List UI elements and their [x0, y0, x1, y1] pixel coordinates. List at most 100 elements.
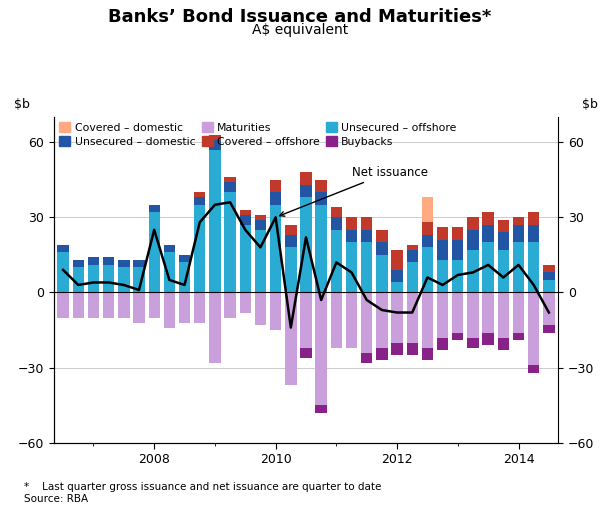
Bar [301, 197, 311, 293]
Bar [88, 265, 99, 293]
Bar [331, 293, 342, 348]
Bar [497, 232, 509, 250]
Text: *    Last quarter gross issuance and net issuance are quarter to date
Source: RB: * Last quarter gross issuance and net is… [24, 483, 382, 504]
Bar [255, 215, 266, 220]
Bar [437, 260, 448, 293]
Bar [164, 252, 175, 293]
Bar [224, 293, 236, 318]
Bar [316, 293, 327, 405]
Bar [452, 228, 463, 240]
Bar [118, 293, 130, 318]
Bar [270, 192, 281, 205]
Bar [391, 250, 403, 270]
Bar [118, 267, 130, 293]
Bar [179, 255, 190, 263]
Bar [224, 177, 236, 182]
Bar [513, 217, 524, 225]
Bar [391, 293, 403, 343]
Bar [528, 365, 539, 373]
Bar [528, 242, 539, 293]
Bar [361, 293, 373, 353]
Bar [316, 180, 327, 192]
Bar [467, 337, 479, 348]
Bar [270, 205, 281, 293]
Bar [179, 263, 190, 293]
Text: $b: $b [583, 98, 598, 110]
Text: Net issuance: Net issuance [280, 166, 428, 216]
Bar [331, 207, 342, 217]
Bar [270, 293, 281, 330]
Bar [437, 228, 448, 240]
Bar [376, 348, 388, 360]
Bar [301, 348, 311, 358]
Bar [376, 255, 388, 293]
Bar [239, 210, 251, 215]
Bar [467, 230, 479, 250]
Bar [422, 293, 433, 348]
Bar [452, 240, 463, 260]
Bar [482, 293, 494, 332]
Bar [361, 217, 373, 230]
Bar [118, 260, 130, 267]
Bar [316, 405, 327, 413]
Bar [194, 197, 205, 205]
Text: $b: $b [14, 98, 29, 110]
Bar [437, 293, 448, 337]
Bar [331, 217, 342, 230]
Bar [407, 293, 418, 343]
Bar [58, 245, 69, 252]
Bar [164, 293, 175, 328]
Bar [513, 332, 524, 340]
Bar [376, 293, 388, 348]
Bar [224, 192, 236, 293]
Bar [497, 337, 509, 350]
Bar [543, 325, 554, 332]
Bar [391, 282, 403, 293]
Bar [452, 293, 463, 332]
Bar [376, 242, 388, 255]
Bar [346, 230, 357, 242]
Bar [543, 293, 554, 325]
Bar [301, 293, 311, 348]
Bar [285, 247, 296, 293]
Bar [346, 293, 357, 348]
Bar [528, 293, 539, 365]
Bar [376, 230, 388, 242]
Bar [391, 270, 403, 282]
Bar [164, 245, 175, 252]
Bar [361, 230, 373, 242]
Bar [482, 212, 494, 225]
Bar [482, 225, 494, 242]
Bar [543, 280, 554, 293]
Bar [149, 293, 160, 318]
Bar [437, 240, 448, 260]
Bar [209, 139, 221, 150]
Bar [482, 332, 494, 345]
Bar [103, 265, 115, 293]
Bar [513, 293, 524, 332]
Bar [149, 205, 160, 212]
Bar [391, 343, 403, 355]
Text: A$ equivalent: A$ equivalent [252, 23, 348, 37]
Bar [194, 192, 205, 197]
Bar [285, 235, 296, 247]
Bar [422, 235, 433, 247]
Bar [513, 225, 524, 242]
Bar [73, 267, 84, 293]
Bar [133, 260, 145, 267]
Bar [528, 225, 539, 242]
Bar [194, 205, 205, 293]
Bar [528, 212, 539, 225]
Bar [482, 242, 494, 293]
Bar [209, 134, 221, 139]
Bar [194, 293, 205, 323]
Bar [452, 260, 463, 293]
Bar [209, 150, 221, 293]
Bar [103, 293, 115, 318]
Bar [422, 348, 433, 360]
Bar [497, 220, 509, 232]
Bar [361, 353, 373, 362]
Bar [255, 220, 266, 230]
Bar [73, 260, 84, 267]
Bar [467, 217, 479, 230]
